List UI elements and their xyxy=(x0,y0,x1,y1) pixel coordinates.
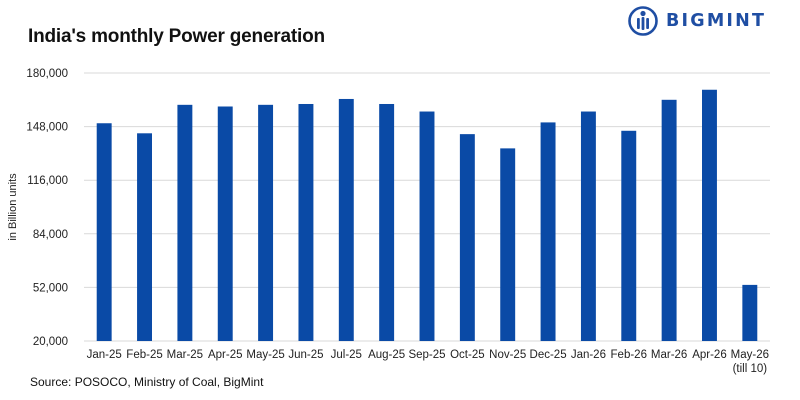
x-tick-label: Apr-26 xyxy=(692,349,727,361)
bar xyxy=(580,111,596,342)
brand-logo-icon xyxy=(628,6,658,36)
bar xyxy=(540,122,556,341)
x-tick-label: Jan-25 xyxy=(87,349,122,361)
bar xyxy=(621,130,637,341)
bar xyxy=(298,103,314,341)
bar xyxy=(338,98,354,342)
bar xyxy=(500,148,516,341)
chart-title: India's monthly Power generation xyxy=(28,26,325,47)
y-tick-label: 116,000 xyxy=(27,175,68,187)
x-tick-label: May-26 xyxy=(731,349,769,361)
bar xyxy=(137,133,152,341)
brand-name: BIGMINT xyxy=(666,11,767,31)
y-tick-label: 148,000 xyxy=(26,122,68,134)
source-note: Source: POSOCO, Ministry of Coal, BigMin… xyxy=(30,375,264,389)
bar xyxy=(459,134,475,341)
x-tick-label: Aug-25 xyxy=(368,349,405,361)
bar xyxy=(742,284,758,341)
bar xyxy=(419,111,435,342)
x-tick-label: Jan-26 xyxy=(571,349,606,361)
x-tick-label: Feb-26 xyxy=(611,349,647,361)
bar xyxy=(217,106,233,341)
bar xyxy=(96,123,112,341)
bar xyxy=(661,99,677,341)
bar xyxy=(379,103,395,341)
x-tick-label: May-25 xyxy=(246,349,284,361)
y-tick-label: 20,000 xyxy=(33,336,68,348)
y-tick-label: 180,000 xyxy=(26,68,68,80)
x-tick-label: Sep-25 xyxy=(408,349,445,361)
x-tick-label: Oct-25 xyxy=(450,349,485,361)
bar xyxy=(177,104,193,341)
y-tick-label: 84,000 xyxy=(33,229,68,241)
x-tick-label: Apr-25 xyxy=(208,349,243,361)
x-tick-label: Jul-25 xyxy=(331,349,362,361)
y-axis-label: in Billion units xyxy=(7,173,19,241)
y-tick-label: 52,000 xyxy=(33,282,68,294)
x-tick-label: Feb-25 xyxy=(126,349,162,361)
x-tick-label: Mar-26 xyxy=(651,349,687,361)
brand-logo: BIGMINT xyxy=(628,6,766,36)
x-tick-label: Nov-25 xyxy=(489,349,526,361)
bar xyxy=(702,89,717,341)
x-tick-label: Dec-25 xyxy=(530,349,567,361)
bar xyxy=(258,104,274,341)
x-tick-label: Jun-25 xyxy=(288,349,323,361)
x-tick-note: (till 10) xyxy=(733,363,768,375)
x-tick-label: Mar-25 xyxy=(167,349,203,361)
